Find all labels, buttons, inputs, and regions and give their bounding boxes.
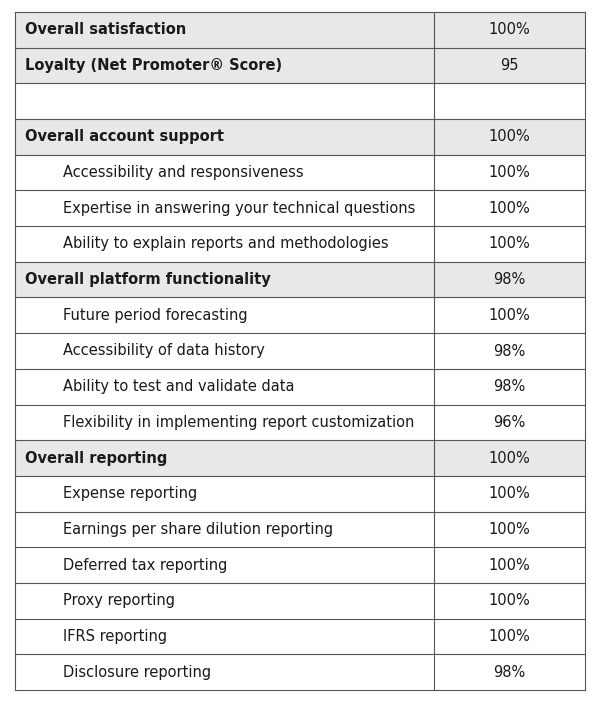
Bar: [434, 119, 585, 154]
Text: Overall account support: Overall account support: [25, 129, 224, 145]
Text: 98%: 98%: [493, 272, 526, 287]
Bar: [434, 440, 585, 476]
Bar: [15, 583, 434, 618]
Bar: [15, 618, 434, 654]
Bar: [434, 48, 585, 84]
Bar: [434, 12, 585, 48]
Text: 100%: 100%: [488, 629, 530, 644]
Text: 95: 95: [500, 58, 519, 73]
Bar: [15, 404, 434, 440]
Text: Overall satisfaction: Overall satisfaction: [25, 22, 186, 37]
Bar: [15, 333, 434, 369]
Bar: [434, 548, 585, 583]
Text: Overall reporting: Overall reporting: [25, 451, 167, 465]
Text: IFRS reporting: IFRS reporting: [63, 629, 167, 644]
Bar: [434, 190, 585, 226]
Text: 100%: 100%: [488, 165, 530, 180]
Bar: [15, 548, 434, 583]
Bar: [15, 190, 434, 226]
Bar: [15, 369, 434, 404]
Bar: [15, 512, 434, 548]
Bar: [434, 654, 585, 690]
Bar: [15, 654, 434, 690]
Bar: [15, 440, 434, 476]
Text: 100%: 100%: [488, 557, 530, 573]
Text: Accessibility and responsiveness: Accessibility and responsiveness: [63, 165, 304, 180]
Text: Overall platform functionality: Overall platform functionality: [25, 272, 271, 287]
Text: 100%: 100%: [488, 237, 530, 251]
Bar: [434, 618, 585, 654]
Bar: [15, 12, 434, 48]
Text: 100%: 100%: [488, 522, 530, 537]
Bar: [434, 333, 585, 369]
Text: Accessibility of data history: Accessibility of data history: [63, 343, 265, 359]
Bar: [15, 298, 434, 333]
Text: 100%: 100%: [488, 201, 530, 216]
Text: Ability to explain reports and methodologies: Ability to explain reports and methodolo…: [63, 237, 389, 251]
Text: Ability to test and validate data: Ability to test and validate data: [63, 379, 295, 395]
Text: Proxy reporting: Proxy reporting: [63, 593, 175, 609]
Text: Expertise in answering your technical questions: Expertise in answering your technical qu…: [63, 201, 415, 216]
Text: 98%: 98%: [493, 665, 526, 680]
Text: 100%: 100%: [488, 129, 530, 145]
Bar: [15, 226, 434, 262]
Text: 96%: 96%: [493, 415, 526, 430]
Bar: [434, 262, 585, 298]
Text: Disclosure reporting: Disclosure reporting: [63, 665, 211, 680]
Bar: [15, 119, 434, 154]
Text: 100%: 100%: [488, 593, 530, 609]
Text: Earnings per share dilution reporting: Earnings per share dilution reporting: [63, 522, 333, 537]
Bar: [434, 476, 585, 512]
Text: 100%: 100%: [488, 22, 530, 37]
Bar: [434, 583, 585, 618]
Text: 100%: 100%: [488, 451, 530, 465]
Bar: [15, 154, 434, 190]
Bar: [434, 84, 585, 119]
Text: Expense reporting: Expense reporting: [63, 486, 197, 501]
Text: 98%: 98%: [493, 379, 526, 395]
Bar: [434, 154, 585, 190]
Bar: [434, 512, 585, 548]
Bar: [15, 262, 434, 298]
Text: Flexibility in implementing report customization: Flexibility in implementing report custo…: [63, 415, 415, 430]
Bar: [434, 404, 585, 440]
Text: 98%: 98%: [493, 343, 526, 359]
Text: Future period forecasting: Future period forecasting: [63, 307, 248, 323]
Bar: [15, 476, 434, 512]
Text: 100%: 100%: [488, 486, 530, 501]
Bar: [434, 226, 585, 262]
Bar: [434, 298, 585, 333]
Text: Deferred tax reporting: Deferred tax reporting: [63, 557, 227, 573]
Bar: [434, 369, 585, 404]
Bar: [15, 48, 434, 84]
Text: Loyalty (Net Promoter® Score): Loyalty (Net Promoter® Score): [25, 58, 282, 73]
Text: 100%: 100%: [488, 307, 530, 323]
Bar: [15, 84, 434, 119]
